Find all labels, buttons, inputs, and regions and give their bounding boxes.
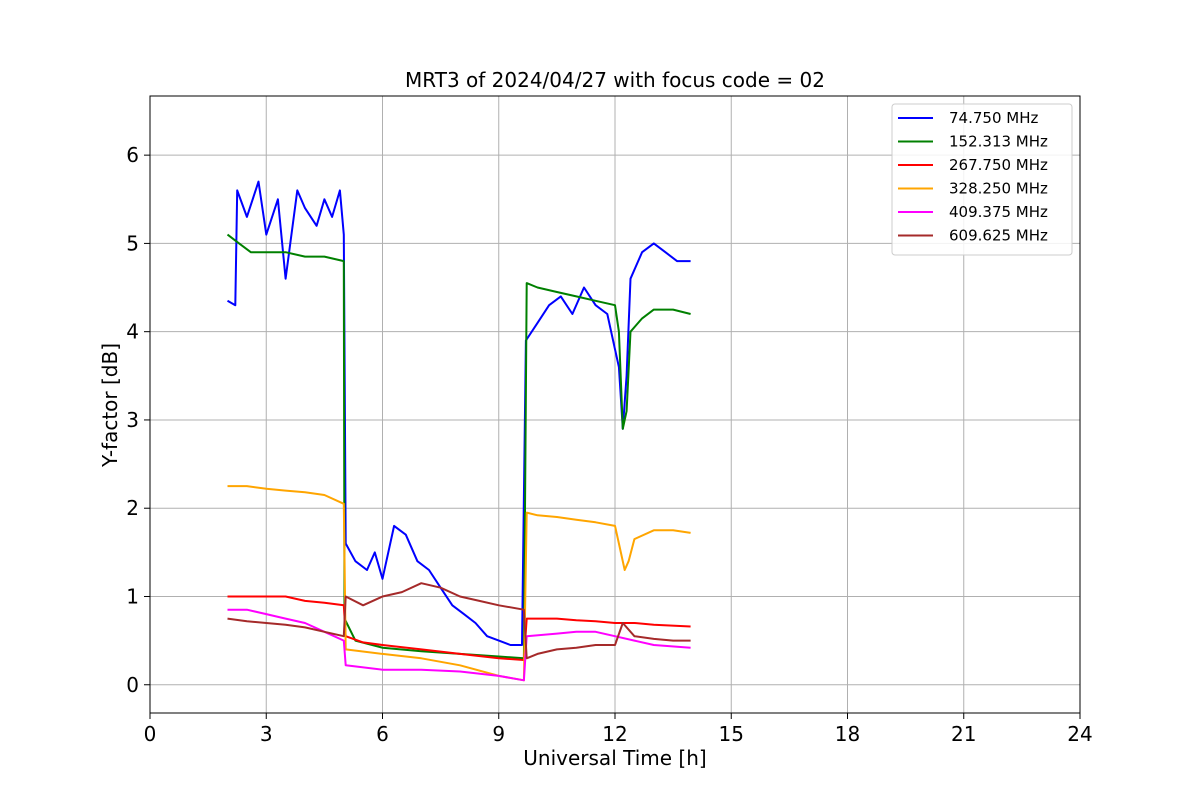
y-tick-label: 4 [126,320,139,344]
legend-entry-label: 328.250 MHz [949,180,1048,198]
x-tick-label: 15 [719,722,744,746]
legend: 74.750 MHz 152.313 MHz 267.750 MHz 328.250 … [891,103,1073,256]
x-tick-label: 6 [376,722,389,746]
legend-entry-label: 267.750 MHz [949,156,1048,174]
legend-entry-label: 152.313 MHz [949,133,1048,151]
legend-entry-label: 74.750 MHz [949,109,1038,127]
series-line-1 [226,233,691,660]
x-axis-label: Universal Time [h] [523,746,706,770]
series-line-0 [227,180,691,646]
legend-entry-label: 609.625 MHz [949,227,1048,245]
x-tick-label: 12 [602,722,627,746]
x-tick-label: 0 [144,722,157,746]
series-line-5 [227,582,691,660]
series-line-4 [227,608,691,682]
legend-box [891,103,1073,256]
x-tick-label: 21 [951,722,976,746]
y-tick-label: 0 [126,673,139,697]
series-line-3 [227,485,691,682]
y-tick-label: 5 [126,231,139,255]
chart-title: MRT3 of 2024/04/27 with focus code = 02 [405,68,825,92]
legend-entry-label: 409.375 MHz [949,203,1048,221]
y-tick-label: 2 [126,496,139,520]
y-tick-label: 3 [126,408,139,432]
x-tick-label: 9 [492,722,505,746]
y-tick-label: 1 [126,584,139,608]
series-layer [226,180,691,682]
x-tick-label: 24 [1067,722,1092,746]
series-line-2 [227,595,691,661]
grid [149,96,1081,713]
x-tick-label: 3 [260,722,273,746]
x-tick-label: 18 [835,722,860,746]
y-axis-label: Y-factor [dB] [98,343,122,468]
y-tick-label: 6 [126,143,139,167]
